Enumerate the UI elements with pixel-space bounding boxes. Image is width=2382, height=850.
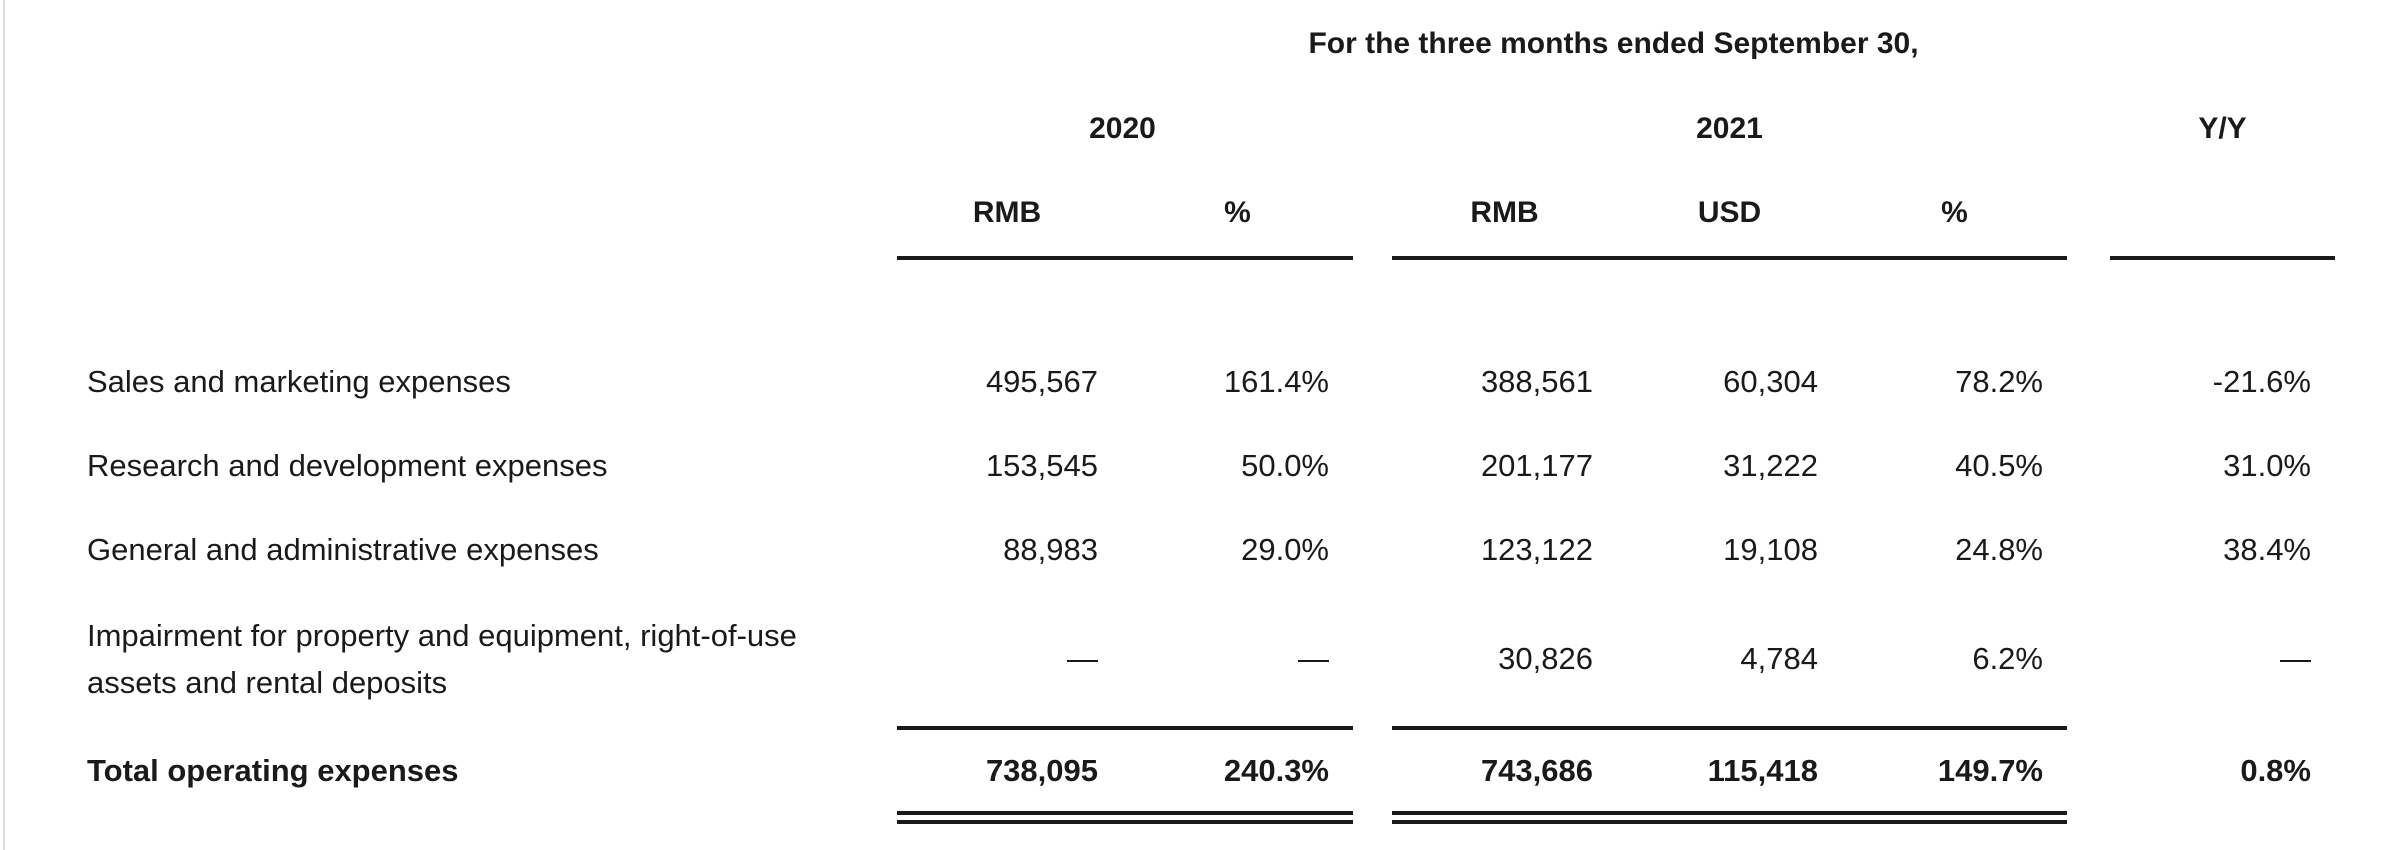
col-header-rmb-2021: RMB — [1470, 196, 1539, 229]
total-cell-usd-2021: 115,418 — [1707, 752, 1818, 788]
col-header-usd-2021: USD — [1697, 196, 1762, 229]
table-row: General and administrative expenses 88,9… — [0, 508, 2382, 592]
cell-rmb-2021: 30,826 — [1498, 641, 1593, 676]
cell-rmb-2021: 388,561 — [1480, 363, 1593, 399]
total-cell-pct-2021: 149.7% — [1937, 752, 2043, 788]
double-rule-2021-group — [1392, 820, 2067, 824]
rule-gap — [2067, 726, 2110, 730]
cell-usd-2021: 19,108 — [1723, 532, 1818, 567]
rule-gap — [2067, 820, 2110, 824]
rule-gap — [2110, 820, 2335, 824]
cell-pct-2021: 24.8% — [1955, 532, 2043, 567]
cell-rmb-2021: 123,122 — [1480, 532, 1593, 567]
cell-rmb-2020: 495,567 — [985, 363, 1098, 399]
header-rule-yy — [2110, 256, 2335, 260]
rule-gap — [1353, 256, 1392, 260]
cell-rmb-2020: 88,983 — [1003, 532, 1098, 567]
cell-pct-2021: 78.2% — [1955, 363, 2043, 399]
table-title: For the three months ended September 30, — [1308, 27, 1919, 60]
col-header-pct-2021: % — [1941, 196, 1968, 229]
yy-header: Y/Y — [2198, 112, 2247, 145]
header-rule-2021-group — [1392, 256, 2067, 260]
col-header-rmb-2020: RMB — [972, 196, 1042, 229]
rule-gap — [1353, 820, 1392, 824]
double-rule-2020-group — [897, 811, 1353, 815]
rule-gap — [2110, 726, 2335, 730]
cell-yy: -21.6% — [2212, 363, 2311, 399]
total-cell-pct-2020: 240.3% — [1223, 752, 1329, 788]
cell-pct-2020: 161.4% — [1223, 363, 1329, 399]
cell-usd-2021: 60,304 — [1723, 363, 1818, 399]
double-rule-2021-group — [1392, 811, 2067, 815]
column-header-row: RMB % RMB USD % — [0, 170, 2382, 256]
cell-yy: — — [2280, 641, 2311, 676]
header-body-spacer — [0, 260, 2382, 339]
rule-gap — [1353, 726, 1392, 730]
double-rule-line-2 — [0, 820, 2382, 824]
header-rule-row — [0, 256, 2382, 260]
total-cell-rmb-2021: 743,686 — [1480, 752, 1593, 788]
total-row-label: Total operating expenses — [87, 752, 459, 788]
total-top-rule-2020-group — [897, 726, 1353, 730]
cell-usd-2021: 4,784 — [1740, 641, 1818, 676]
cell-pct-2021: 40.5% — [1955, 448, 2043, 483]
year-2020-header: 2020 — [1089, 112, 1156, 145]
rule-left-spacer — [0, 256, 897, 260]
rule-left-spacer — [0, 811, 897, 815]
total-bottom-double-rule — [0, 811, 2382, 824]
rule-gap — [2067, 256, 2110, 260]
row-label: Sales and marketing expenses — [87, 363, 511, 399]
rule-left-spacer — [0, 820, 897, 824]
rule-left-spacer — [0, 726, 897, 730]
rule-gap — [2067, 811, 2110, 815]
cell-yy: 31.0% — [2223, 448, 2311, 483]
row-label: Impairment for property and equipment, r… — [87, 618, 797, 700]
table-row: Impairment for property and equipment, r… — [0, 592, 2382, 726]
double-rule-2020-group — [897, 820, 1353, 824]
table-row: Research and development expenses 153,54… — [0, 424, 2382, 508]
total-cell-rmb-2020: 738,095 — [985, 752, 1098, 788]
total-top-rule-2021-group — [1392, 726, 2067, 730]
rule-gap — [2110, 811, 2335, 815]
col-header-pct-2020: % — [1224, 196, 1251, 229]
year-group-row: 2020 2021 Y/Y — [0, 88, 2382, 170]
header-rule-2020-group — [897, 256, 1353, 260]
total-row: Total operating expenses 738,095 240.3% … — [0, 730, 2382, 811]
total-top-rule-row — [0, 726, 2382, 730]
table-row: Sales and marketing expenses 495,567 161… — [0, 339, 2382, 424]
table-title-row: For the three months ended September 30, — [0, 0, 2382, 88]
double-rule-line-1 — [0, 811, 2382, 815]
row-label: Research and development expenses — [87, 448, 608, 483]
rule-gap — [1353, 811, 1392, 815]
cell-pct-2020: 29.0% — [1241, 532, 1329, 567]
cell-yy: 38.4% — [2223, 532, 2311, 567]
cell-pct-2021: 6.2% — [1972, 641, 2043, 676]
year-2021-header: 2021 — [1696, 112, 1763, 145]
cell-pct-2020: — — [1298, 641, 1329, 676]
cell-usd-2021: 31,222 — [1723, 448, 1818, 483]
cell-pct-2020: 50.0% — [1241, 448, 1329, 483]
row-label: General and administrative expenses — [87, 532, 599, 567]
total-cell-yy: 0.8% — [2240, 752, 2311, 788]
cell-rmb-2020: 153,545 — [985, 448, 1098, 483]
page-edge-line — [3, 0, 5, 850]
cell-rmb-2020: — — [1067, 641, 1098, 676]
cell-rmb-2021: 201,177 — [1480, 448, 1593, 483]
